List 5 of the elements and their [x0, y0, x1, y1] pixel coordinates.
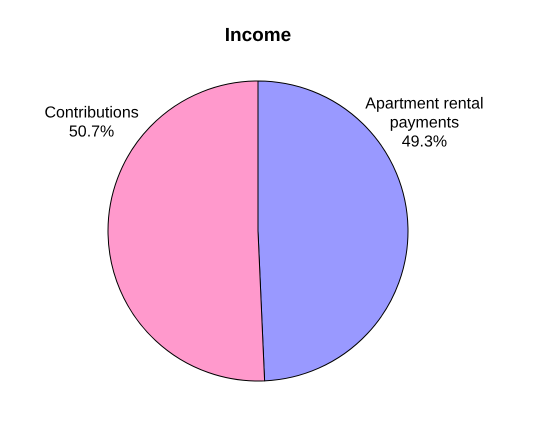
- slice-label: Contributions: [44, 104, 139, 122]
- slice-label: Apartment rental payments: [365, 95, 484, 132]
- data-label: 49.3%: [402, 133, 448, 150]
- data-label: 50.7%: [68, 123, 114, 140]
- chart-title: Income: [224, 25, 292, 46]
